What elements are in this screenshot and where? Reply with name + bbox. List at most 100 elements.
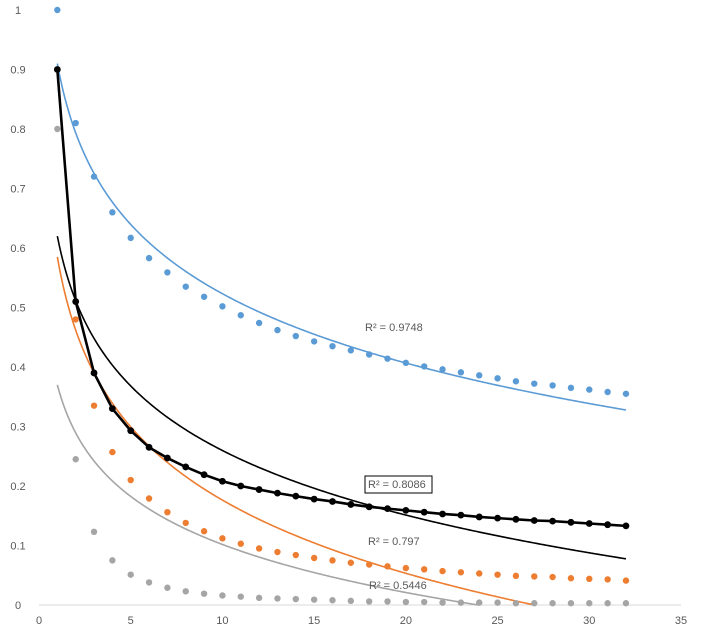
data-point [292,551,299,559]
data-point [310,495,318,503]
data-point [200,293,208,300]
y-tick-label: 0 [15,600,21,612]
data-point [255,486,263,493]
data-point [604,600,611,607]
data-point [200,590,208,597]
x-tick-label: 35 [675,615,687,627]
y-tick-label: 0.2 [10,481,25,493]
r-squared-label: R² = 0.797 [368,536,420,548]
data-point [586,600,593,607]
data-point [604,576,611,583]
data-point [164,584,171,591]
data-point [439,366,446,373]
data-point [292,492,300,500]
data-point [622,577,630,584]
data-point [476,570,483,577]
data-point [347,501,355,508]
data-point [72,298,80,305]
data-point [530,517,538,524]
data-point [164,454,171,462]
data-point [182,588,189,595]
x-tick-label: 5 [128,615,134,627]
trendlines [56,63,627,606]
data-point [237,540,244,547]
data-point [127,427,135,435]
data-point [420,508,428,516]
data-point [219,535,226,542]
data-point [72,456,79,463]
data-point [255,319,263,327]
data-point [365,561,373,568]
series-lines [56,69,627,528]
data-point [237,593,244,600]
data-point [90,528,98,536]
trendline [56,235,627,560]
data-points [53,6,630,607]
data-point [90,402,98,409]
data-point [622,522,630,530]
data-point [585,520,593,527]
data-point [347,559,355,566]
data-point [622,390,630,397]
data-point [586,386,593,393]
data-point [329,597,336,604]
data-point [182,519,189,527]
data-point [457,569,465,576]
data-point [531,380,538,387]
data-point [274,326,281,334]
series-line [56,69,627,528]
x-tick-label: 30 [583,615,595,627]
data-point [109,448,116,456]
data-point [127,571,134,578]
y-tick-label: 0.3 [10,422,25,434]
y-tick-label: 0.7 [10,184,25,196]
data-point [439,510,446,518]
data-point [457,511,465,519]
data-point [310,338,318,345]
data-point [402,564,410,572]
data-point [365,351,373,358]
trendline [56,384,479,606]
data-point [329,557,336,564]
data-point [384,505,391,513]
data-point [457,599,465,606]
data-point [567,518,575,526]
data-point [365,503,373,511]
data-point [567,575,575,582]
data-point [476,599,483,606]
data-point [549,573,556,581]
data-point [531,573,538,580]
data-point [127,476,134,484]
data-point [402,598,410,606]
data-point [108,405,116,413]
data-point [72,316,79,323]
data-point [72,119,79,127]
data-point [384,598,391,605]
data-point [604,388,611,396]
r-squared-label: R² = 0.5446 [369,580,427,592]
data-point [512,600,520,607]
data-point [200,471,208,479]
data-point [255,545,263,552]
data-point [384,563,391,570]
data-point [531,600,538,607]
data-point [586,575,593,583]
data-point [494,599,501,606]
data-point [365,598,373,605]
data-point [421,363,428,370]
data-point [182,463,190,471]
data-point [164,269,171,276]
x-tick-label: 25 [491,615,503,627]
data-point [292,332,299,340]
data-point [219,303,226,310]
data-point [421,566,428,573]
trendline [56,63,627,411]
data-point [549,517,556,525]
data-point [200,528,208,535]
data-point [237,312,244,319]
data-point [347,347,355,354]
data-point [421,598,428,606]
data-point [475,513,483,521]
r-squared-label: R² = 0.9748 [365,322,423,334]
data-point [329,498,336,505]
